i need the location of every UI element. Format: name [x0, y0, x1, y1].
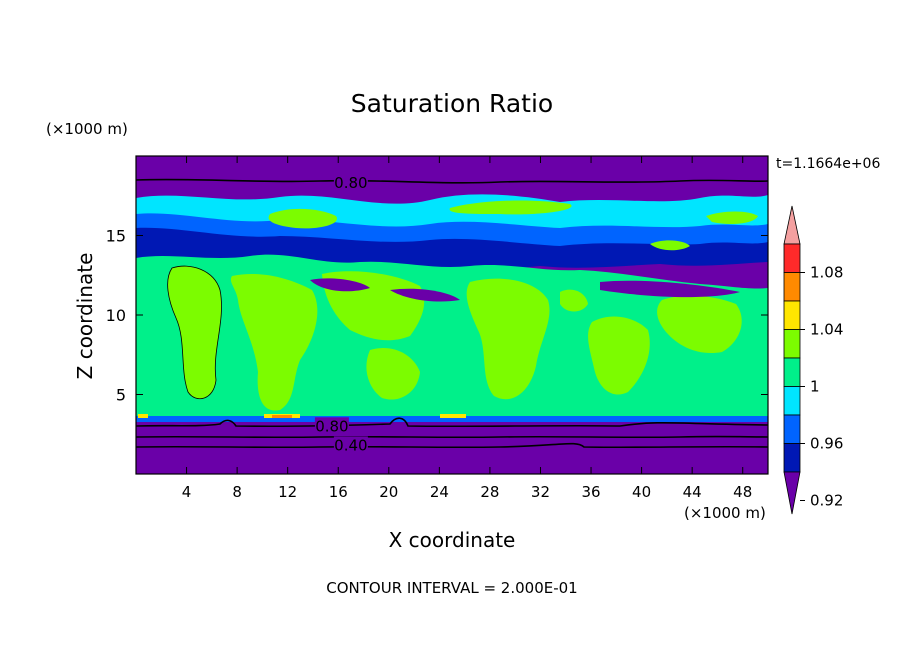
contour-interval-note: CONTOUR INTERVAL = 2.000E-01: [326, 579, 577, 597]
x-tick-label: 32: [531, 483, 550, 501]
y-tick-label: 10: [106, 306, 126, 325]
x-unit-label: (×1000 m): [684, 504, 766, 522]
contour-labels: 0.800.800.40: [314, 174, 368, 454]
time-label: t=1.1664e+06: [776, 156, 880, 172]
x-tick-label: 36: [581, 483, 600, 501]
colorbar-box: [783, 243, 801, 273]
speck-yellow-3: [138, 414, 148, 418]
speck-yellow-2: [440, 414, 466, 418]
contour-label: 0.40: [334, 436, 367, 454]
colorbar-box: [783, 272, 801, 302]
colorbar-box: [783, 357, 801, 387]
colorbar-box: [783, 300, 801, 330]
mid-layer-green-7: [366, 348, 420, 400]
x-tick-label: 48: [733, 483, 752, 501]
colorbar-label: 1.04: [810, 321, 843, 339]
y-tick-label: 5: [116, 386, 126, 405]
contour-label: 0.80: [334, 174, 367, 192]
contour-mid-outline: [167, 265, 222, 400]
speck-orange-1: [272, 415, 292, 418]
mid-layer-green-1: [167, 266, 222, 399]
upper-green-patch-2: [449, 200, 572, 215]
contour-low-3: [136, 442, 768, 449]
x-tick-label: 8: [232, 483, 242, 501]
colorbar-label: 0.96: [810, 435, 843, 453]
colorbar-label: 1.08: [810, 264, 843, 282]
x-tick-label: 44: [683, 483, 702, 501]
colorbar-box: [783, 329, 801, 359]
colorbar-box: [783, 443, 801, 473]
mid-layer-green-6: [657, 295, 742, 354]
y-axis: 5 10 15: [106, 227, 768, 405]
contour-low-1: [136, 417, 768, 428]
streak-3: [390, 288, 460, 302]
y-unit-label: (×1000 m): [46, 120, 128, 138]
x-tick-label: 24: [430, 483, 449, 501]
contour-label-bg: [333, 436, 368, 453]
y-axis-label: Z coordinate: [73, 253, 97, 380]
upper-green-patch-4: [650, 240, 690, 251]
x-tick-label: 28: [480, 483, 499, 501]
colorbar-bottom-arrow: [783, 471, 801, 515]
mid-layer-green-8: [560, 289, 588, 312]
chart-title: Saturation Ratio: [351, 89, 553, 118]
lower-band-blue: [136, 416, 768, 422]
x-axis: 4 8 12 16 20 24 28 32 36 40 44 48: [182, 156, 752, 501]
colorbar-top-arrow: [783, 205, 801, 245]
y-tick-label: 15: [106, 227, 126, 246]
x-tick-label: 16: [329, 483, 348, 501]
contour-label-bg: [314, 417, 349, 434]
upper-green-patch-1: [268, 208, 337, 229]
mid-layer-green-2: [230, 273, 318, 411]
x-tick-label: 20: [379, 483, 398, 501]
colorbar-label: 1: [810, 378, 820, 396]
x-tick-label: 40: [632, 483, 651, 501]
contour-upper: [136, 178, 768, 184]
colorbar-box: [783, 386, 801, 416]
mid-layer-green-5: [588, 316, 650, 395]
x-tick-label: 4: [182, 483, 192, 501]
contour-label-bg: [333, 174, 368, 191]
colorbar: 1.08 1.04 1 0.96 0.92: [783, 205, 843, 515]
x-axis-label: X coordinate: [389, 528, 516, 552]
colorbar-label: 0.92: [810, 492, 843, 510]
streak-1: [310, 278, 370, 292]
mid-layer-green-4: [466, 278, 550, 400]
upper-green-patch-3: [706, 211, 758, 224]
contour-low-2: [136, 435, 768, 439]
colorbar-box: [783, 414, 801, 444]
x-tick-label: 12: [278, 483, 297, 501]
contour-label: 0.80: [315, 417, 348, 435]
streak-2: [600, 280, 740, 298]
saturation-field: [136, 156, 768, 474]
